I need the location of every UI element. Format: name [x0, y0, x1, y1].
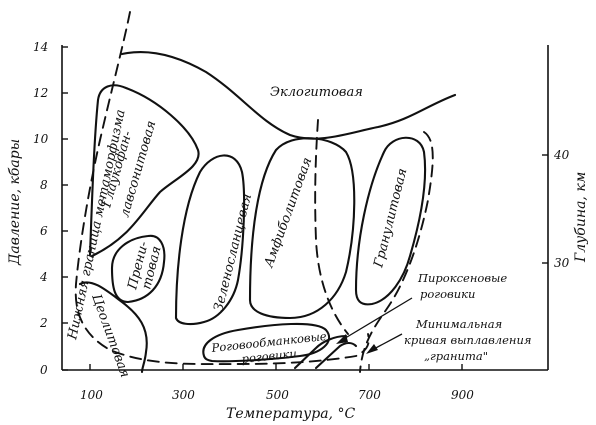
granite-arrowhead	[366, 344, 378, 354]
eclogite-label: Эклогитовая	[270, 85, 363, 100]
pyroxene-arrow-line	[341, 297, 413, 341]
x-ticks: 100 300 500 700 900	[80, 364, 474, 402]
y-left-ticks: 0 2 4 6 8 10 12 14	[33, 40, 68, 377]
central-dashed-boundary	[314, 119, 349, 335]
y-tick-label-14: 14	[33, 40, 48, 54]
pyroxene-arrowhead	[336, 334, 348, 344]
granite-curve-label-2: кривая выплавления	[404, 333, 532, 347]
glaucophane-field	[88, 84, 200, 258]
pyroxene-hornfels-line-1	[293, 334, 348, 370]
pyroxene-label-1: Пироксеновые	[417, 271, 507, 285]
annotation-arrows	[336, 297, 413, 354]
x-axis-label: Температура, °С	[226, 406, 355, 422]
granite-melting-curve	[359, 131, 434, 373]
y-tick-label-6: 6	[40, 224, 48, 238]
lower-metamorphism-boundary	[74, 11, 370, 366]
dashed-boundaries	[74, 11, 434, 373]
x-tick-label-300: 300	[172, 388, 195, 402]
granite-arrow-line	[371, 333, 403, 351]
y-tick-label-2: 2	[39, 316, 48, 330]
granulite-label: Гранулитовая	[371, 167, 410, 270]
hornblende-hornfels-field	[202, 322, 331, 363]
y-right-ticks: 30 40	[542, 148, 570, 270]
facies-boundaries	[78, 50, 457, 374]
y-tick-label-12: 12	[33, 86, 48, 100]
amphibolite-label: Амфиболитовая	[261, 156, 315, 271]
hornblende-label-2: роговики	[241, 346, 298, 366]
x-tick-label-100: 100	[80, 388, 103, 402]
x-tick-label-700: 700	[358, 388, 381, 402]
pyroxene-label-2: роговики	[420, 287, 475, 301]
depth-tick-label-40: 40	[553, 148, 570, 162]
pyroxene-hornfels-line-2	[314, 341, 358, 370]
x-tick-label-900: 900	[451, 388, 474, 402]
y-tick-label-10: 10	[33, 132, 49, 146]
y-right-axis-label: Глубина, км	[573, 172, 589, 263]
zeolite-boundary	[78, 281, 148, 374]
y-tick-label-4: 4	[39, 270, 48, 284]
y-tick-label-0: 0	[40, 363, 48, 377]
eclogite-boundary	[120, 50, 457, 140]
granite-curve-label-3: „гранита"	[424, 349, 488, 363]
greenschist-field	[174, 154, 246, 326]
y-left-axis-label: Давление, кбары	[7, 139, 23, 266]
granite-curve-label-1: Минимальная	[415, 317, 502, 331]
depth-tick-label-30: 30	[554, 256, 570, 270]
x-tick-label-500: 500	[266, 388, 289, 402]
amphibolite-field	[248, 137, 356, 320]
granulite-field	[354, 136, 427, 306]
y-tick-label-8: 8	[40, 178, 48, 192]
prehnite-field	[110, 234, 166, 304]
